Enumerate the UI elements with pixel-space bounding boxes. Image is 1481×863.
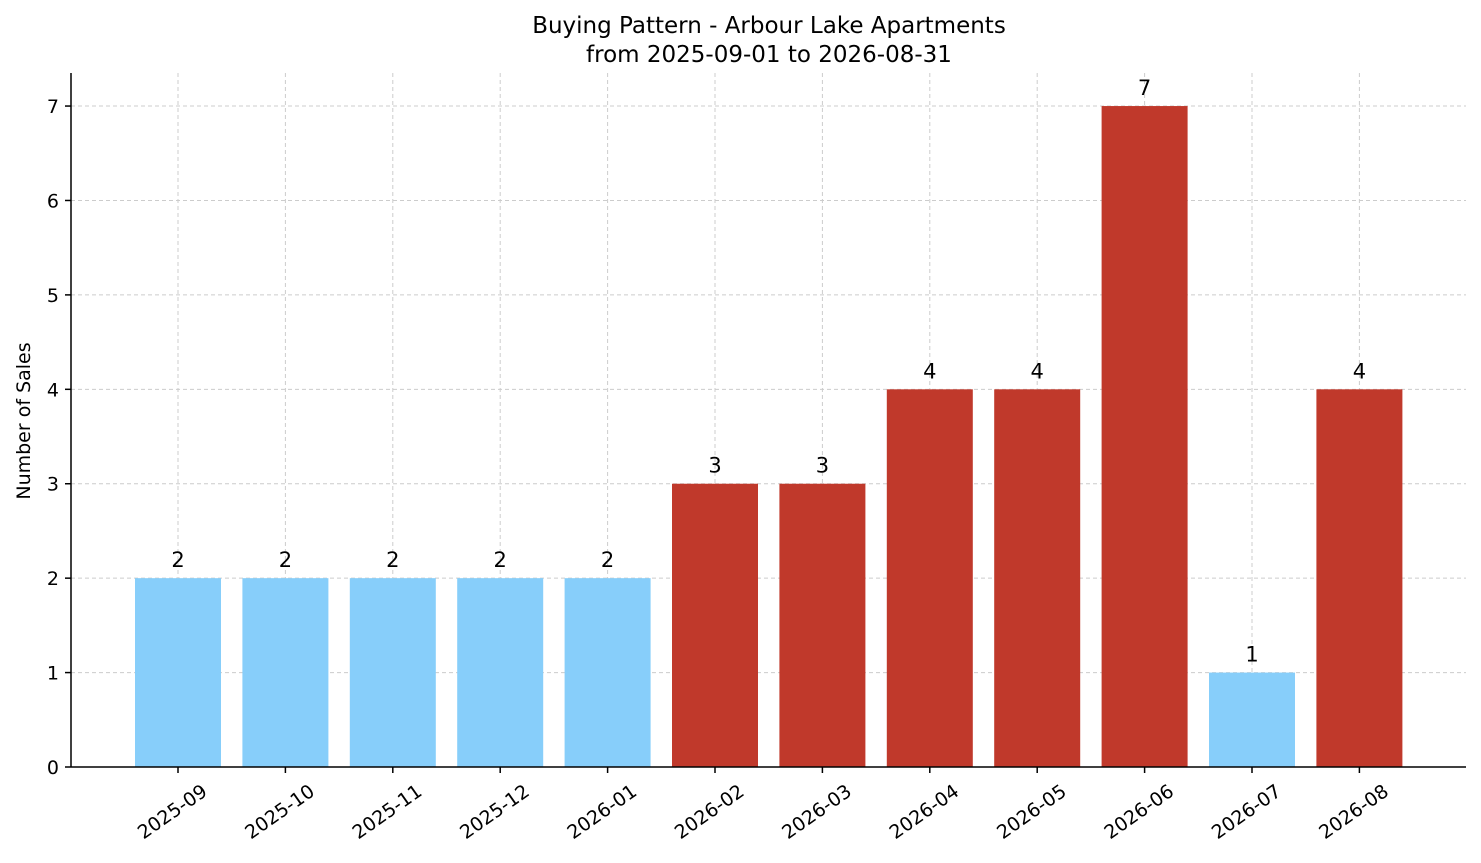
y-tick-label: 7 <box>47 96 59 118</box>
data-label-2025-09: 2 <box>171 548 184 572</box>
x-tick-label: 2026-08 <box>1315 780 1393 844</box>
y-tick-label: 0 <box>47 757 59 779</box>
data-label-2026-04: 4 <box>923 359 936 383</box>
data-label-2025-11: 2 <box>386 548 399 572</box>
data-label-2026-01: 2 <box>601 548 614 572</box>
x-tick-label: 2026-04 <box>886 780 964 844</box>
bar-2026-06 <box>1101 106 1188 768</box>
x-tick-label: 2025-12 <box>456 780 534 844</box>
y-tick-label: 6 <box>47 190 59 212</box>
chart-title: Buying Pattern - Arbour Lake Apartments <box>532 13 1006 39</box>
x-ticks: 2025-09 2025-10 2025-11 2025-12 2026-01 2026-… <box>134 767 1393 844</box>
data-label-2026-08: 4 <box>1353 359 1366 383</box>
x-tick-label: 2025-10 <box>241 780 319 844</box>
x-tick-label: 2026-05 <box>993 780 1071 844</box>
y-ticks: 0 1 2 3 4 5 6 7 <box>47 96 71 779</box>
y-tick-label: 5 <box>47 285 59 307</box>
y-tick-label: 1 <box>47 663 59 685</box>
y-tick-label: 2 <box>47 568 59 590</box>
x-tick-label: 2026-01 <box>563 780 641 844</box>
x-tick-label: 2026-03 <box>778 780 856 844</box>
bar-2026-03 <box>779 483 866 767</box>
data-label-2025-12: 2 <box>494 548 507 572</box>
y-tick-label: 4 <box>47 379 59 401</box>
data-label-2026-03: 3 <box>816 454 829 478</box>
data-label-2026-02: 3 <box>708 454 721 478</box>
data-label-2025-10: 2 <box>279 548 292 572</box>
x-tick-label: 2026-02 <box>671 780 749 844</box>
bars <box>135 106 1403 768</box>
bar-2026-01 <box>564 578 651 767</box>
data-label-2026-07: 1 <box>1245 643 1258 667</box>
axes <box>70 73 1466 768</box>
data-label-2026-06: 7 <box>1138 76 1151 100</box>
bar-2026-04 <box>886 389 973 767</box>
data-labels: 2 2 2 2 2 3 3 4 4 7 1 4 <box>171 76 1366 667</box>
data-label-2026-05: 4 <box>1031 359 1044 383</box>
bar-2026-07 <box>1209 672 1295 767</box>
bar-2026-02 <box>672 483 758 767</box>
bar-2025-10 <box>242 578 329 767</box>
bar-2026-08 <box>1316 389 1403 767</box>
x-tick-label: 2025-09 <box>134 780 212 844</box>
x-tick-label: 2026-07 <box>1208 780 1286 844</box>
y-axis-label: Number of Sales <box>13 342 35 499</box>
y-tick-label: 3 <box>47 474 59 496</box>
chart-subtitle: from 2025-09-01 to 2026-08-31 <box>586 42 952 68</box>
bar-2025-09 <box>135 578 221 767</box>
bar-2025-11 <box>349 578 436 767</box>
bar-2026-05 <box>994 389 1081 767</box>
bar-2025-12 <box>457 578 544 767</box>
x-tick-label: 2025-11 <box>349 780 427 844</box>
x-tick-label: 2026-06 <box>1100 780 1178 844</box>
